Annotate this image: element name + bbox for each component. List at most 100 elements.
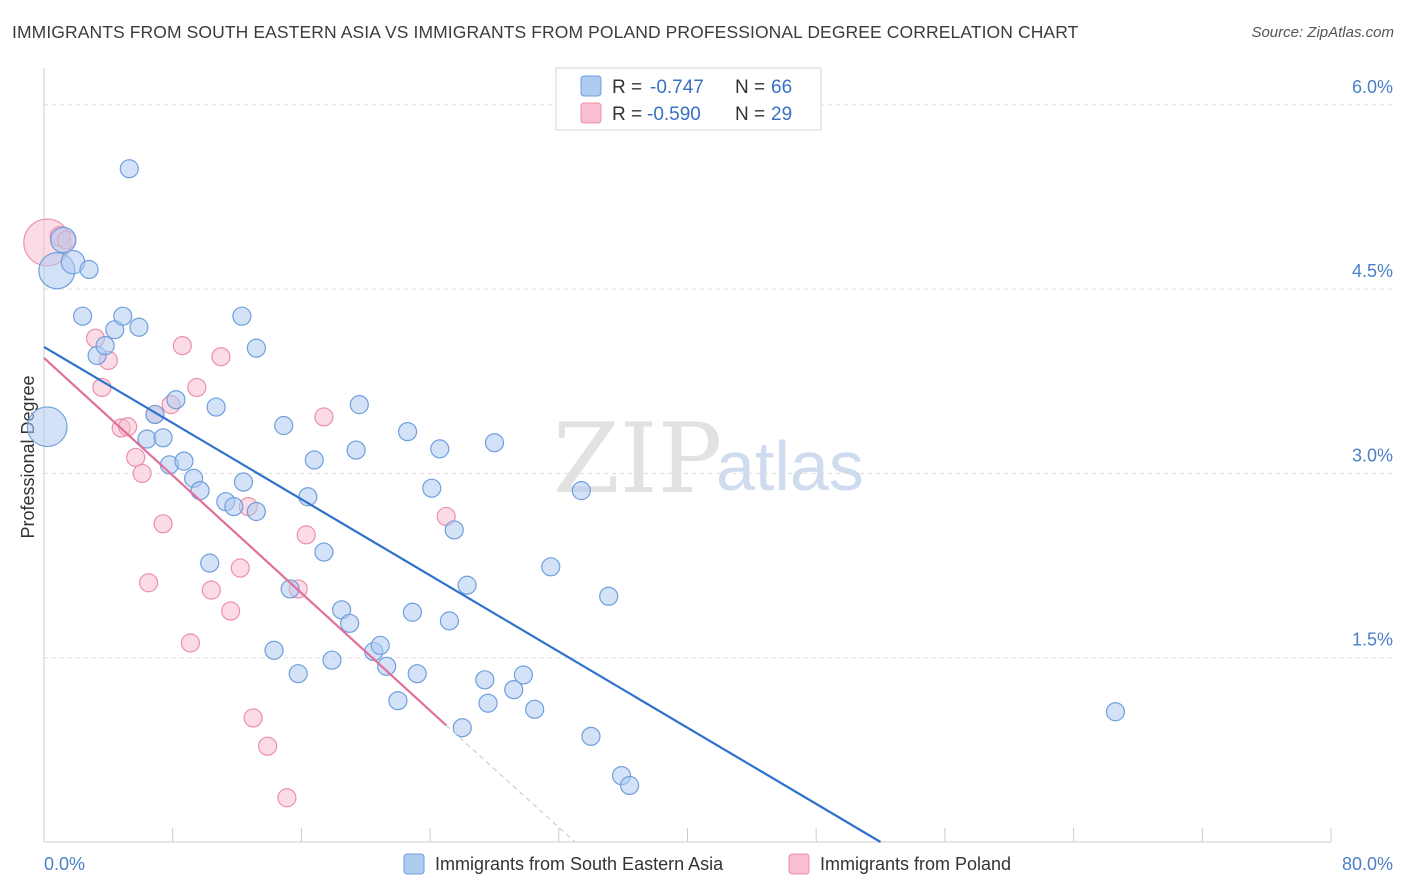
sea-point-0 — [26, 406, 68, 448]
sea-point-9 — [113, 306, 133, 326]
sea-point-21 — [206, 397, 226, 417]
series-legend: Immigrants from South Eastern Asia Immig… — [403, 853, 1011, 875]
legend-swatch-sea — [580, 75, 602, 97]
poland-point-18 — [211, 347, 231, 367]
sea-point-53 — [475, 670, 495, 690]
sea-point-11 — [129, 317, 149, 337]
sea-point-42 — [377, 656, 397, 676]
poland-point-27 — [314, 407, 334, 427]
sea-point-37 — [340, 613, 360, 633]
sea-point-24 — [233, 472, 254, 492]
poland-point-17 — [201, 580, 221, 600]
poland-point-19 — [221, 601, 241, 621]
sea-point-55 — [484, 433, 505, 453]
sea-point-48 — [430, 439, 450, 459]
trend-lines — [43, 345, 882, 843]
sea-point-27 — [246, 338, 266, 358]
watermark-atlas: atlas — [716, 427, 864, 505]
sea-point-46 — [407, 664, 427, 684]
legend-n-label-sea: N = — [735, 77, 765, 98]
sea-point-59 — [541, 557, 561, 577]
trend-line-poland-extension — [445, 724, 576, 843]
sea-point-45 — [402, 602, 423, 622]
sea-point-41 — [370, 635, 390, 656]
sea-point-7 — [95, 336, 115, 356]
bottom-legend-label-sea: Immigrants from South Eastern Asia — [435, 854, 724, 874]
legend-n-value-sea: 66 — [771, 77, 792, 98]
bottom-legend-label-poland: Immigrants from Poland — [820, 854, 1011, 874]
sea-point-64 — [619, 775, 640, 796]
sea-point-29 — [274, 415, 294, 436]
legend-r-label-poland: R = — [612, 104, 642, 125]
sea-point-33 — [304, 450, 324, 470]
y-tick-labels: 1.5% 3.0% 4.5% 6.0% — [1352, 77, 1393, 650]
sea-point-51 — [452, 718, 472, 738]
sea-point-65 — [1105, 702, 1126, 722]
bottom-legend-swatch-poland — [788, 853, 810, 875]
sea-point-58 — [525, 699, 545, 719]
sea-point-43 — [388, 691, 408, 711]
sea-point-30 — [280, 579, 300, 599]
trend-line-poland — [43, 357, 447, 727]
poland-point-12 — [153, 514, 173, 534]
sea-point-60 — [571, 481, 591, 501]
legend-swatch-poland — [580, 102, 602, 124]
series-sea-points — [26, 159, 1126, 796]
sea-point-2 — [50, 226, 77, 254]
poland-point-22 — [243, 708, 263, 728]
sea-point-25 — [246, 501, 266, 522]
sea-point-10 — [119, 159, 139, 179]
sea-point-49 — [439, 611, 460, 631]
y-tick-label-3-0: 3.0% — [1352, 445, 1393, 465]
trend-line-sea — [43, 345, 882, 843]
poland-point-24 — [277, 788, 297, 808]
chart-source: Source: ZipAtlas.com — [1251, 24, 1394, 41]
sea-point-5 — [73, 306, 93, 326]
sea-point-26 — [232, 306, 252, 326]
x-tick-label-max: 80.0% — [1342, 854, 1393, 874]
legend-r-value-sea: -0.747 — [650, 77, 704, 98]
y-tick-label-1-5: 1.5% — [1352, 630, 1393, 650]
poland-point-9 — [132, 463, 152, 484]
poland-point-8 — [126, 447, 146, 468]
sea-point-56 — [504, 680, 524, 700]
poland-point-23 — [258, 736, 278, 756]
sea-point-4 — [79, 259, 99, 280]
legend-r-label-sea: R = — [612, 77, 642, 98]
sea-point-54 — [478, 693, 498, 713]
sea-point-39 — [349, 395, 369, 415]
sea-point-20 — [200, 553, 220, 573]
watermark: ZIP atlas — [553, 403, 864, 515]
axes — [43, 68, 1332, 843]
x-tick-label-min: 0.0% — [44, 854, 85, 874]
sea-point-35 — [322, 650, 342, 670]
sea-point-44 — [397, 422, 418, 442]
poland-point-10 — [138, 573, 159, 593]
poland-point-14 — [172, 336, 192, 356]
legend-r-value-poland: -0.590 — [647, 104, 701, 125]
chart-title: IMMIGRANTS FROM SOUTH EASTERN ASIA VS IM… — [12, 22, 1079, 42]
legend-n-label-poland: N = — [735, 104, 765, 125]
poland-point-20 — [230, 558, 250, 578]
legend-n-value-poland: 29 — [771, 104, 792, 125]
sea-point-61 — [581, 726, 601, 746]
poland-point-26 — [296, 525, 316, 545]
sea-point-62 — [599, 586, 619, 606]
sea-point-57 — [513, 665, 534, 685]
sea-point-16 — [166, 390, 186, 410]
sea-point-28 — [264, 640, 284, 660]
sea-point-14 — [153, 428, 173, 448]
y-axis-label: Professional Degree — [18, 375, 38, 538]
correlation-legend: R = -0.747 N = 66 R = -0.590 N = 29 — [555, 67, 822, 131]
sea-point-52 — [457, 575, 477, 595]
sea-point-17 — [174, 451, 194, 471]
sea-point-38 — [346, 440, 366, 460]
y-tick-label-4-5: 4.5% — [1352, 261, 1393, 281]
bottom-legend-swatch-sea — [403, 853, 425, 875]
poland-point-16 — [187, 377, 207, 398]
sea-point-31 — [288, 664, 308, 684]
sea-point-34 — [314, 542, 334, 562]
sea-point-47 — [422, 478, 442, 498]
sea-point-50 — [444, 520, 464, 540]
